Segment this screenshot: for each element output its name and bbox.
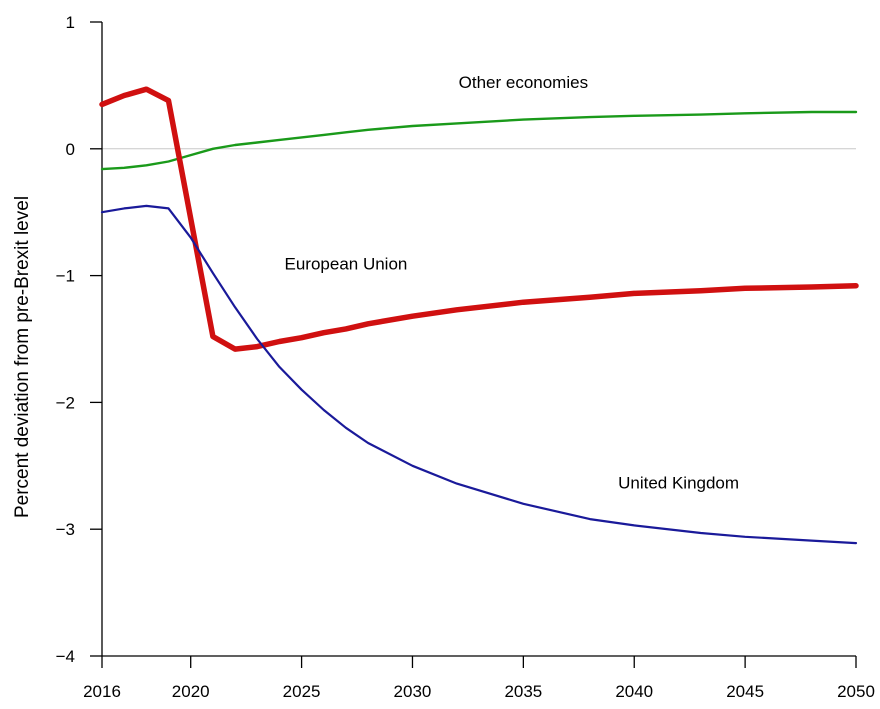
series-lines xyxy=(99,86,859,545)
x-tick-label: 2016 xyxy=(83,682,121,701)
y-tick-label: −4 xyxy=(56,647,75,666)
y-tick-label: −1 xyxy=(56,267,75,286)
y-tick-label: 1 xyxy=(66,13,75,32)
series-label-united-kingdom: United Kingdom xyxy=(618,474,739,493)
axes xyxy=(101,22,856,657)
series-line-other-economies xyxy=(100,110,858,171)
y-tick-label: −3 xyxy=(56,520,75,539)
y-axis-title: Percent deviation from pre-Brexit level xyxy=(12,196,33,518)
x-tick-label: 2020 xyxy=(172,682,210,701)
x-tick-label: 2040 xyxy=(615,682,653,701)
x-tick-label: 2025 xyxy=(283,682,321,701)
series-label-other-economies: Other economies xyxy=(459,73,588,92)
y-tick-label: 0 xyxy=(66,140,75,159)
x-tick-label: 2045 xyxy=(726,682,764,701)
y-ticks: 1 0 −1 −2 −3 −4 xyxy=(56,13,102,666)
x-tick-label: 2030 xyxy=(394,682,432,701)
y-tick-label: −2 xyxy=(56,393,75,412)
x-ticks: 2016 2020 2025 2030 2035 2040 2045 2050 xyxy=(83,656,875,701)
x-tick-label: 2035 xyxy=(504,682,542,701)
series-label-european-union: European Union xyxy=(285,254,408,273)
series-line-united-kingdom xyxy=(100,204,858,545)
x-tick-label: 2050 xyxy=(837,682,875,701)
series-line-european-union xyxy=(99,86,859,352)
series-labels: Other economies European Union United King… xyxy=(285,73,740,493)
